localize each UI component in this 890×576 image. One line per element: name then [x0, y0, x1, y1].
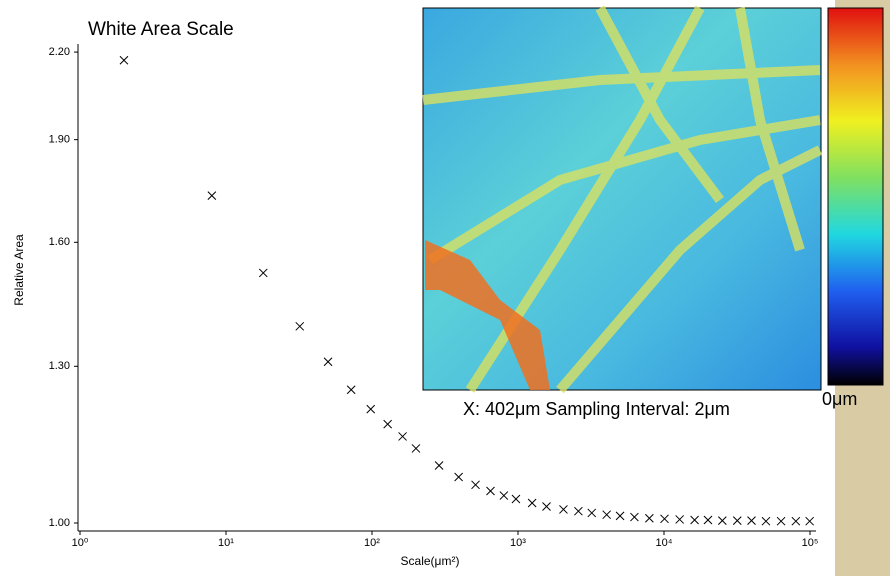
- x-tick-label: 10⁵: [802, 537, 819, 549]
- marker: [559, 505, 568, 514]
- chart-title: White Area Scale: [88, 19, 234, 40]
- marker: [499, 491, 509, 500]
- marker-stroke: [434, 461, 444, 470]
- heatmap: [422, 7, 822, 391]
- marker: [383, 419, 393, 429]
- marker-stroke: [366, 404, 376, 414]
- y-tick-label: 2.20: [49, 46, 70, 58]
- marker-stroke: [630, 512, 639, 522]
- marker-stroke: [660, 514, 669, 524]
- marker-stroke: [761, 516, 771, 526]
- marker: [761, 516, 771, 526]
- marker: [703, 515, 713, 525]
- marker-stroke: [323, 357, 333, 367]
- marker: [805, 516, 815, 526]
- marker: [690, 515, 699, 525]
- marker-stroke: [511, 494, 521, 504]
- marker-stroke: [383, 419, 393, 429]
- x-tick-label: 10³: [510, 537, 526, 549]
- marker: [511, 494, 521, 504]
- marker: [732, 516, 742, 525]
- marker: [776, 516, 786, 526]
- marker-stroke: [645, 513, 654, 523]
- marker: [366, 404, 376, 414]
- marker-stroke: [717, 516, 727, 525]
- y-axis-label: Relative Area: [12, 234, 26, 306]
- marker: [258, 268, 268, 278]
- marker: [587, 508, 597, 518]
- marker: [574, 506, 583, 516]
- marker: [323, 357, 333, 367]
- marker-stroke: [411, 444, 421, 453]
- marker-stroke: [615, 511, 625, 521]
- marker: [645, 513, 654, 523]
- marker: [295, 321, 305, 331]
- marker-stroke: [559, 505, 568, 514]
- marker-stroke: [805, 516, 815, 526]
- y-tick-label: 1.90: [49, 134, 70, 146]
- marker-stroke: [346, 385, 356, 395]
- heatmap-hot-region: [425, 240, 550, 390]
- x-tick-label: 10⁴: [656, 537, 673, 549]
- marker-stroke: [690, 515, 699, 525]
- marker-stroke: [527, 498, 537, 508]
- y-tick-label: 1.60: [49, 236, 70, 248]
- marker-stroke: [791, 516, 801, 526]
- marker-stroke: [295, 321, 305, 331]
- marker-stroke: [486, 486, 495, 496]
- inset-caption: X: 402μm Sampling Interval: 2μm: [463, 399, 730, 419]
- colorbar-label: 0μm: [822, 389, 857, 409]
- marker: [660, 514, 669, 524]
- marker-stroke: [587, 508, 597, 518]
- marker-stroke: [258, 268, 268, 278]
- marker: [630, 512, 639, 522]
- x-tick-label: 10²: [364, 537, 380, 549]
- y-tick-label: 1.00: [49, 517, 70, 529]
- marker-stroke: [454, 472, 463, 482]
- marker: [207, 191, 217, 200]
- marker-stroke: [119, 55, 129, 65]
- y-tick-label: 1.30: [49, 360, 70, 372]
- marker: [119, 55, 129, 65]
- marker-stroke: [499, 491, 509, 500]
- marker: [791, 516, 801, 526]
- marker: [454, 472, 463, 482]
- marker: [411, 444, 421, 453]
- marker-stroke: [747, 516, 756, 525]
- x-tick-label: 10⁰: [72, 537, 89, 549]
- marker-stroke: [574, 506, 583, 516]
- colorbar: [827, 7, 884, 386]
- x-axis-label: Scale(μm²): [401, 554, 460, 568]
- marker-stroke: [732, 516, 742, 525]
- marker-stroke: [207, 191, 217, 200]
- marker: [486, 486, 495, 496]
- marker-stroke: [776, 516, 786, 526]
- marker: [527, 498, 537, 508]
- marker-stroke: [398, 432, 407, 441]
- marker: [398, 432, 407, 441]
- x-tick-label: 10¹: [218, 537, 234, 549]
- marker-stroke: [602, 510, 612, 520]
- marker: [602, 510, 612, 520]
- heatmap-features: [422, 5, 823, 394]
- marker-stroke: [471, 480, 480, 490]
- marker: [434, 461, 444, 470]
- marker-stroke: [542, 502, 551, 511]
- marker: [346, 385, 356, 395]
- marker: [675, 515, 685, 524]
- marker: [542, 502, 551, 511]
- marker-stroke: [703, 515, 713, 525]
- marker: [471, 480, 480, 490]
- marker: [717, 516, 727, 525]
- marker: [615, 511, 625, 521]
- marker: [747, 516, 756, 525]
- marker-stroke: [675, 515, 685, 524]
- inset-image: [422, 5, 884, 394]
